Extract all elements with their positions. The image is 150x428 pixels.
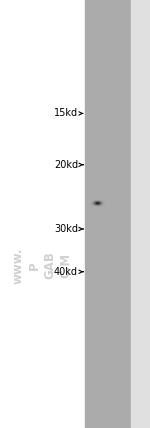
Text: 20kd: 20kd <box>54 160 78 170</box>
Text: 40kd: 40kd <box>54 267 78 277</box>
Bar <box>85 0 130 428</box>
Text: www.
P
GAB
C.M: www. P GAB C.M <box>12 247 72 284</box>
Text: 15kd: 15kd <box>54 108 78 119</box>
Text: 30kd: 30kd <box>54 224 78 234</box>
Bar <box>130 0 150 428</box>
